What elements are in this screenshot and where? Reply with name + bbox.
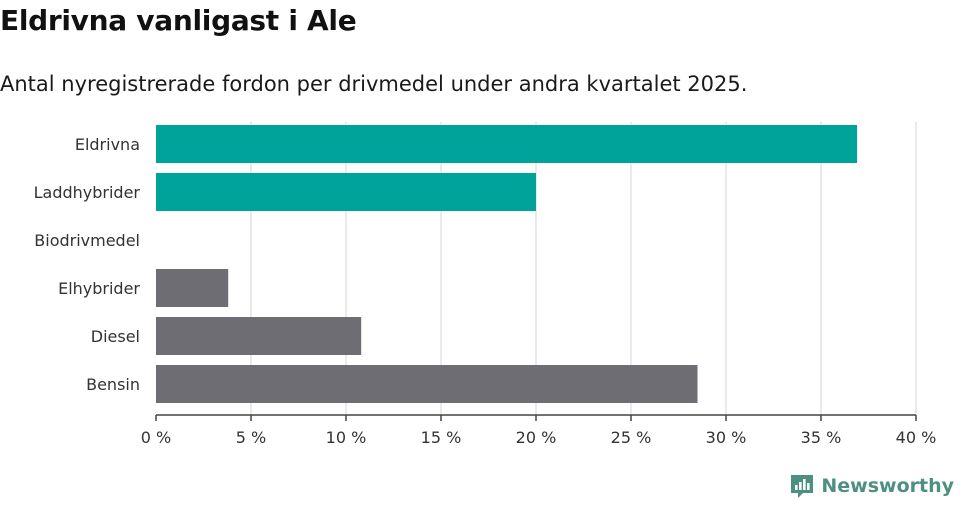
newsworthy-logo-icon — [791, 475, 814, 498]
x-tick-label-10: 10 % — [326, 428, 367, 447]
x-tick-label-40: 40 % — [896, 428, 937, 447]
x-tick-label-15: 15 % — [421, 428, 462, 447]
category-label-eldrivna: Eldrivna — [75, 135, 140, 154]
bar-laddhybrider — [156, 173, 536, 211]
bar-bensin — [156, 365, 698, 403]
chart-title: Eldrivna vanligast i Ale — [0, 4, 357, 37]
bar-diesel — [156, 317, 362, 355]
category-label-elhybrider: Elhybrider — [58, 279, 140, 298]
x-tick-label-20: 20 % — [516, 428, 557, 447]
x-tick-label-30: 30 % — [706, 428, 747, 447]
x-tick-label-25: 25 % — [611, 428, 652, 447]
category-label-bensin: Bensin — [86, 375, 140, 394]
category-label-biodrivmedel: Biodrivmedel — [34, 231, 140, 250]
bar-elhybrider — [156, 269, 229, 307]
category-label-diesel: Diesel — [91, 327, 140, 346]
x-tick-label-35: 35 % — [801, 428, 842, 447]
x-tick-label-5: 5 % — [236, 428, 266, 447]
category-label-laddhybrider: Laddhybrider — [34, 183, 141, 202]
x-tick-label-0: 0 % — [141, 428, 171, 447]
bar-chart: Eldrivna Laddhybrider Biodrivmedel Elhybrid… — [34, 122, 937, 447]
chart-subtitle: Antal nyregistrerade fordon per drivmede… — [0, 72, 748, 96]
brand-logo[interactable]: Newsworthy — [789, 473, 954, 499]
brand-name: Newsworthy — [821, 475, 954, 497]
bar-eldrivna — [156, 125, 858, 163]
